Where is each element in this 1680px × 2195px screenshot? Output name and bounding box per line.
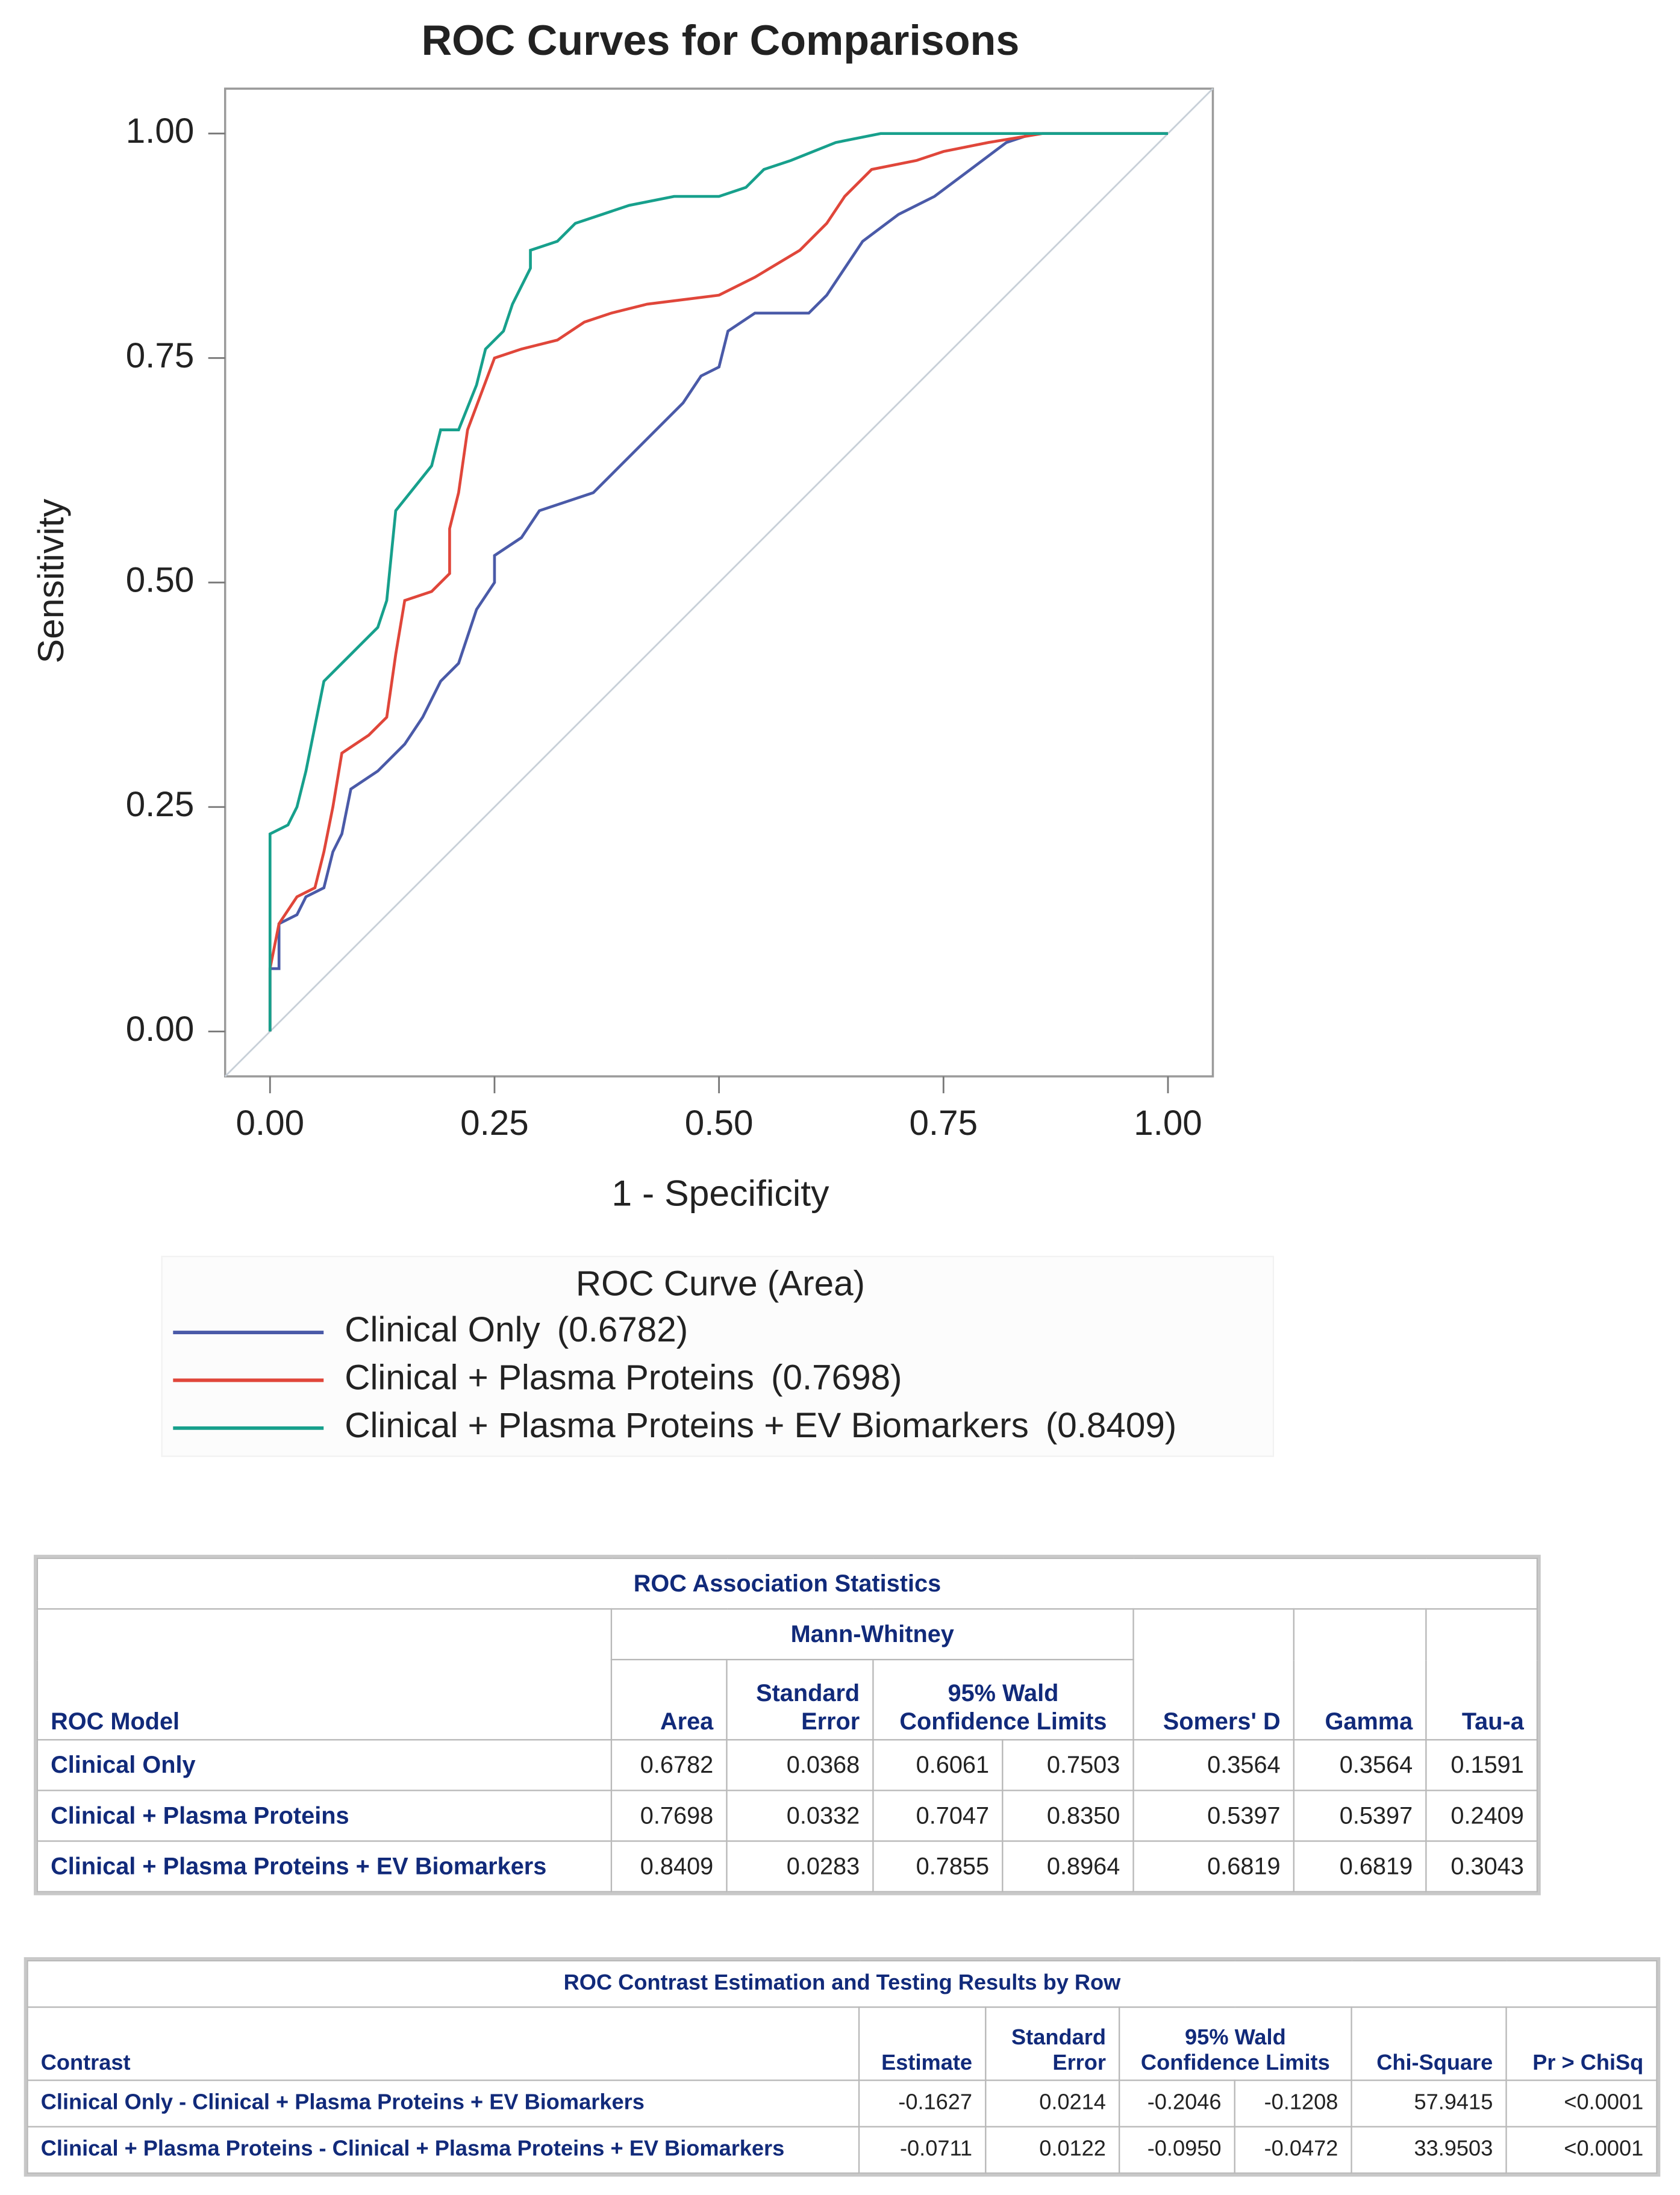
x-tick-label: 0.25 xyxy=(460,1104,529,1143)
chart-title: ROC Curves for Comparisons xyxy=(422,17,1020,64)
table-cell: 0.0332 xyxy=(726,1790,874,1842)
table-cell: Clinical Only xyxy=(36,1739,613,1791)
reference-diagonal xyxy=(224,88,1214,1077)
legend-area: (0.6782) xyxy=(557,1310,688,1349)
column-header: Standard Error xyxy=(985,2006,1120,2081)
table-cell: 0.6061 xyxy=(872,1739,1004,1791)
table-cell: 0.3564 xyxy=(1132,1739,1294,1791)
table-row: Clinical Only - Clinical + Plasma Protei… xyxy=(27,2079,1658,2128)
column-header: Pr > ChiSq xyxy=(1505,2006,1658,2081)
table-cell: -0.2046 xyxy=(1119,2079,1235,2128)
table-cell: 0.0214 xyxy=(985,2079,1120,2128)
table-cell: Clinical + Plasma Proteins xyxy=(36,1790,613,1842)
x-axis-label: 1 - Specificity xyxy=(611,1173,829,1214)
legend-area: (0.7698) xyxy=(771,1358,902,1397)
table-cell: <0.0001 xyxy=(1505,2126,1658,2174)
table-cell: -0.0711 xyxy=(858,2126,987,2174)
table-cell: 0.8350 xyxy=(1002,1790,1134,1842)
table-cell: Clinical + Plasma Proteins - Clinical + … xyxy=(27,2126,860,2174)
roc-curve xyxy=(268,132,1168,1032)
table-cell: 33.9503 xyxy=(1351,2126,1507,2174)
column-header: Area xyxy=(610,1658,728,1741)
table-cell: 0.8409 xyxy=(610,1840,728,1893)
table-cell: 0.7698 xyxy=(610,1790,728,1842)
column-header: Tau-a xyxy=(1425,1608,1538,1741)
table-cell: Clinical Only - Clinical + Plasma Protei… xyxy=(27,2079,860,2128)
table-row: Clinical + Plasma Proteins + EV Biomarke… xyxy=(36,1840,1538,1893)
table-cell: 0.3043 xyxy=(1425,1840,1538,1893)
table-cell: 0.2409 xyxy=(1425,1790,1538,1842)
table-cell: 0.5397 xyxy=(1132,1790,1294,1842)
chart: ROC Curves for Comparisons 1 - Specifici… xyxy=(30,17,1275,1457)
table-cell: 0.1591 xyxy=(1425,1739,1538,1791)
legend-label: Clinical Only (0.6782) xyxy=(345,1310,688,1349)
table-cell: 0.6819 xyxy=(1293,1840,1427,1893)
column-header: Chi-Square xyxy=(1351,2006,1507,2081)
roc-curve xyxy=(268,132,1168,1032)
table-cell: 0.0368 xyxy=(726,1739,874,1791)
column-header: Standard Error xyxy=(726,1658,874,1741)
table-cell: 0.7047 xyxy=(872,1790,1004,1842)
x-tick-label: 0.00 xyxy=(236,1104,304,1143)
legend-label: Clinical + Plasma Proteins + EV Biomarke… xyxy=(345,1406,1176,1445)
table-row: ROC Model Mann-Whitney Somers' D Gamma Tau-a xyxy=(36,1608,1538,1741)
table-cell: 0.6782 xyxy=(610,1739,728,1791)
table-row: ROC Association Statistics xyxy=(36,1557,1538,1610)
table-cell: 0.7855 xyxy=(872,1840,1004,1893)
table-cell: 0.3564 xyxy=(1293,1739,1427,1791)
x-tick-label: 0.50 xyxy=(685,1104,754,1143)
y-tick-label: 0.25 xyxy=(126,785,195,824)
column-header: ROC Association Statistics xyxy=(36,1557,1538,1610)
column-header: Mann-Whitney xyxy=(610,1608,1134,1661)
table-cell: 0.7503 xyxy=(1002,1739,1134,1791)
x-tick-label: 1.00 xyxy=(1134,1104,1202,1143)
legend-name: Clinical Only xyxy=(345,1310,540,1349)
table-row: Clinical Only 0.6782 0.0368 0.6061 0.7503 0.3… xyxy=(36,1739,1538,1791)
table-cell: Clinical + Plasma Proteins + EV Biomarke… xyxy=(36,1840,613,1893)
table-cell: -0.1208 xyxy=(1234,2079,1352,2128)
column-header: 95% Wald Confidence Limits xyxy=(872,1658,1134,1741)
table-cell: 0.0283 xyxy=(726,1840,874,1893)
table-cell: 57.9415 xyxy=(1351,2079,1507,2128)
legend-name: Clinical + Plasma Proteins xyxy=(345,1358,754,1397)
column-header: Somers' D xyxy=(1132,1608,1294,1741)
table-cell: 0.8964 xyxy=(1002,1840,1134,1893)
y-axis-label: Sensitivity xyxy=(30,498,71,663)
table-row: Contrast Estimate Standard Error 95% Wald C… xyxy=(27,2006,1658,2081)
legend-label: Clinical + Plasma Proteins (0.7698) xyxy=(345,1358,902,1397)
table-cell: 0.5397 xyxy=(1293,1790,1427,1842)
y-tick-label: 0.50 xyxy=(126,560,195,599)
column-header: ROC Model xyxy=(36,1608,613,1741)
association-table: ROC Association Statistics ROC Model Mann-… xyxy=(34,1555,1541,1896)
table-cell: <0.0001 xyxy=(1505,2079,1658,2128)
legend-area: (0.8409) xyxy=(1046,1406,1176,1445)
column-header: 95% Wald Confidence Limits xyxy=(1119,2006,1352,2081)
table-row: Clinical + Plasma Proteins 0.7698 0.0332 0.… xyxy=(36,1790,1538,1842)
legend-title: ROC Curve (Area) xyxy=(576,1264,865,1303)
column-header: ROC Contrast Estimation and Testing Resu… xyxy=(27,1959,1658,2008)
y-tick-label: 1.00 xyxy=(126,111,195,151)
table-cell: -0.0472 xyxy=(1234,2126,1352,2174)
legend-name: Clinical + Plasma Proteins + EV Biomarke… xyxy=(345,1406,1029,1445)
y-tick-label: 0.75 xyxy=(126,336,195,375)
x-tick-label: 0.75 xyxy=(909,1104,978,1143)
column-header: Gamma xyxy=(1293,1608,1427,1741)
column-header: Contrast xyxy=(27,2006,860,2081)
contrast-table: ROC Contrast Estimation and Testing Resu… xyxy=(23,1957,1661,2177)
table-row: ROC Contrast Estimation and Testing Resu… xyxy=(27,1959,1658,2008)
table-cell: 0.6819 xyxy=(1132,1840,1294,1893)
table-cell: -0.1627 xyxy=(858,2079,987,2128)
table-cell: 0.0122 xyxy=(985,2126,1120,2174)
table-row: Area Standard Error 95% Wald Confidence Li… xyxy=(37,1658,1537,1741)
table-row: Clinical + Plasma Proteins - Clinical + … xyxy=(27,2126,1658,2174)
y-tick-label: 0.00 xyxy=(126,1010,195,1049)
column-header: Estimate xyxy=(858,2006,987,2081)
legend-box xyxy=(161,1255,1275,1457)
roc-curve xyxy=(268,132,1168,1032)
table-cell: -0.0950 xyxy=(1119,2126,1235,2174)
